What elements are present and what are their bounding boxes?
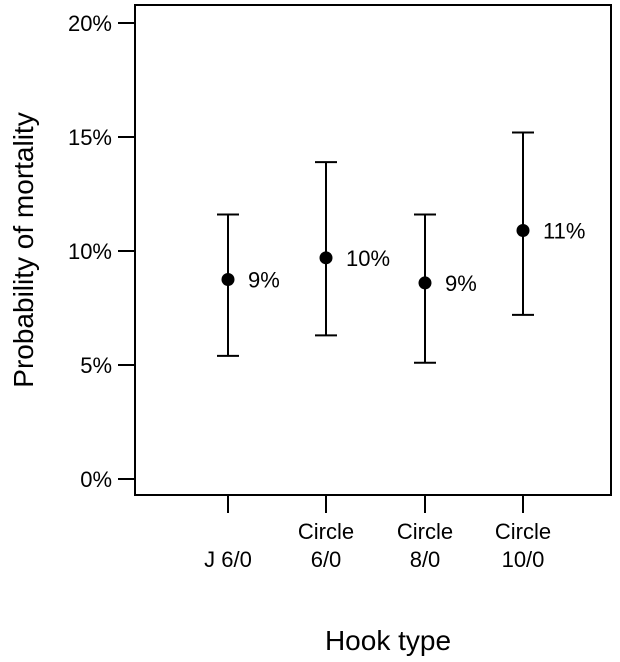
x-tick-label: Circle [495,519,551,544]
x-axis: J 6/0 Circle 6/0 Circle 8/0 Circle 10/0 [204,495,551,572]
x-tick-label: 10/0 [502,547,545,572]
y-tick-label: 15% [68,125,112,150]
x-tick-label: J 6/0 [204,547,252,572]
x-tick-label: Circle [298,519,354,544]
data-series: 9% 10% 9% 11% [217,131,585,364]
x-tick-label: Circle [397,519,453,544]
data-point [319,251,333,265]
x-tick-label: 8/0 [410,547,441,572]
y-tick-label: 10% [68,239,112,264]
x-axis-title: Hook type [325,625,451,656]
y-tick-label: 20% [68,11,112,36]
x-tick-label: 6/0 [311,547,342,572]
data-label: 9% [445,271,477,296]
y-tick-label: 5% [80,353,112,378]
y-axis-title: Probability of mortality [8,112,39,387]
y-tick-label: 0% [80,467,112,492]
data-point [418,276,432,290]
data-label: 10% [346,246,390,271]
y-axis: 0% 5% 10% 15% 20% [68,11,135,492]
data-label: 11% [543,218,585,243]
data-point [516,223,530,237]
data-point [221,273,235,286]
data-label: 9% [248,268,280,293]
